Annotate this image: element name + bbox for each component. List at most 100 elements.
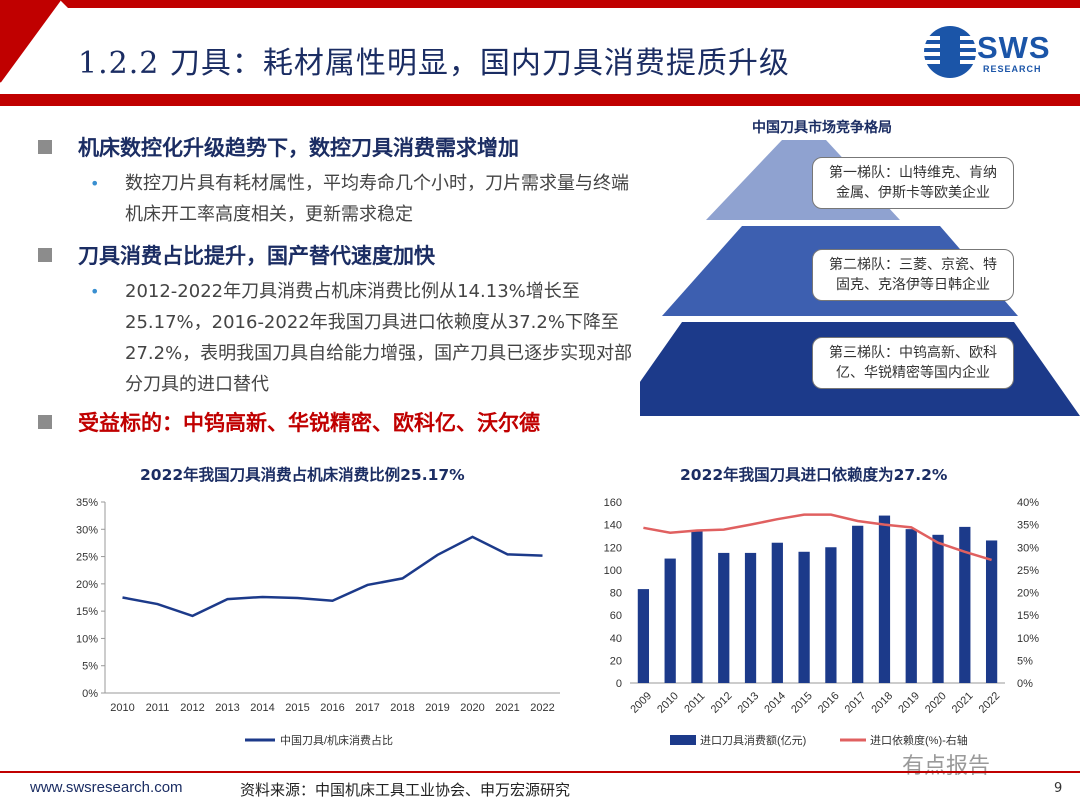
x-tick-label: 2020: [923, 690, 949, 716]
footer-divider: [0, 771, 1080, 773]
bullet-list: 机床数控化升级趋势下，数控刀具消费需求增加 • 数控刀片具有耗材属性，平均寿命几…: [38, 128, 638, 443]
sws-logo-icon: [924, 26, 976, 78]
chart-2-title: 2022年我国刀具进口依赖度为27.2%: [680, 466, 948, 484]
bullet-heading-1: 机床数控化升级趋势下，数控刀具消费需求增加: [38, 128, 638, 168]
y-left-tick-label: 160: [604, 497, 622, 509]
x-tick-label: 2019: [425, 702, 449, 714]
bullet-body-1: • 数控刀片具有耗材属性，平均寿命几个小时，刀片需求量与终端机床开工率高度相关，…: [38, 168, 638, 236]
y-right-tick-label: 35%: [1017, 520, 1039, 532]
bar: [637, 589, 650, 683]
series-line-import-dependency: [643, 513, 992, 562]
x-tick-label: 2015: [285, 702, 309, 714]
bar: [985, 540, 998, 683]
line-chart: 0% 5% 10% 15% 20% 25% 30% 35% 2010 2011 2012 2013 20…: [76, 497, 560, 747]
footer-source: 资料来源：中国机床工具工业协会、申万宏源研究: [240, 781, 571, 799]
dot-bullet-icon: •: [90, 174, 100, 193]
y-left-tick-label: 80: [610, 588, 622, 600]
y-left-tick-label: 140: [604, 520, 622, 532]
pyramid-tier-3-label: 第三梯队：中钨高新、欧科亿、华锐精密等国内企业: [812, 337, 1014, 389]
bullet-body-text: 2012-2022年刀具消费占机床消费比例从14.13%增长至25.17%，20…: [125, 281, 633, 395]
y-left-tick-label: 60: [610, 610, 622, 622]
bullet-heading-text: 受益标的：中钨高新、华锐精密、欧科亿、沃尔德: [78, 411, 540, 435]
legend-bar-swatch: [670, 735, 696, 745]
y-right-tick-label: 40%: [1017, 497, 1039, 509]
y-right-tick-label: 20%: [1017, 588, 1039, 600]
y-left-tick-label: 100: [604, 565, 622, 577]
footer-url[interactable]: www.swsresearch.com: [30, 779, 183, 796]
logo-subtext: RESEARCH: [983, 64, 1042, 74]
pyramid-tier-2-label: 第二梯队：三菱、京瓷、特固克、克洛伊等日韩企业: [812, 249, 1014, 301]
bar: [798, 551, 810, 683]
bar: [771, 542, 783, 683]
y-left-tick-label: 120: [604, 542, 622, 554]
x-tick-label: 2021: [495, 702, 519, 714]
y-tick-label: 30%: [76, 524, 98, 536]
x-tick-label: 2019: [896, 690, 922, 716]
y-right-tick-label: 0%: [1017, 678, 1033, 690]
pyramid-tier-1-label: 第一梯队：山特维克、肯纳金属、伊斯卡等欧美企业: [812, 157, 1014, 209]
x-tick-label: 2010: [655, 690, 681, 716]
y-tick-label: 20%: [76, 579, 98, 591]
series-line-tool-share: [122, 535, 543, 618]
x-tick-label: 2017: [843, 690, 869, 716]
y-left-tick-label: 40: [610, 633, 622, 645]
pyramid-title: 中国刀具市场竞争格局: [752, 120, 892, 136]
y-tick-label: 25%: [76, 552, 98, 564]
bar: [744, 552, 757, 683]
y-tick-label: 10%: [76, 633, 98, 645]
x-tick-label: 2011: [146, 702, 170, 714]
x-tick-label: 2018: [390, 702, 414, 714]
y-tick-label: 15%: [76, 606, 98, 618]
y-right-tick-label: 5%: [1017, 655, 1033, 667]
bullet-heading-3: 受益标的：中钨高新、华锐精密、欧科亿、沃尔德: [38, 403, 638, 443]
bar: [959, 526, 971, 683]
bullet-body-text: 数控刀片具有耗材属性，平均寿命几个小时，刀片需求量与终端机床开工率高度相关，更新…: [125, 173, 629, 225]
bar: [718, 552, 730, 683]
y-tick-label: 0%: [82, 688, 98, 700]
watermark-text: 有点报告: [902, 754, 991, 779]
y-left-tick-label: 0: [616, 678, 622, 690]
x-tick-label: 2022: [977, 690, 1003, 716]
y-right-tick-label: 15%: [1017, 610, 1039, 622]
bar: [932, 534, 944, 683]
square-bullet-icon: [38, 415, 52, 429]
x-tick-label: 2016: [320, 702, 344, 714]
legend-label-line: 进口依赖度(%)-右轴: [870, 733, 968, 747]
bullet-heading-2: 刀具消费占比提升，国产替代速度加快: [38, 236, 638, 276]
x-tick-label: 2017: [355, 702, 379, 714]
x-tick-label: 2015: [789, 690, 815, 716]
x-tick-label: 2012: [709, 690, 735, 716]
bar-line-chart: 0 20 40 60 80 100 120 140 160 0% 5% 10% 15% 20% 25% 30%…: [604, 497, 1040, 747]
chart-1-title: 2022年我国刀具消费占机床消费比例25.17%: [140, 466, 465, 484]
x-tick-label: 2022: [530, 702, 554, 714]
y-right-tick-label: 25%: [1017, 565, 1039, 577]
bullet-heading-text: 机床数控化升级趋势下，数控刀具消费需求增加: [78, 136, 519, 160]
x-tick-label: 2009: [628, 690, 654, 716]
x-tick-label: 2020: [460, 702, 484, 714]
page-title: 1.2.2 刀具：耗材属性明显，国内刀具消费提质升级: [78, 46, 790, 81]
bar: [691, 530, 703, 683]
y-left-tick-label: 20: [610, 655, 622, 667]
square-bullet-icon: [38, 140, 52, 154]
bar: [878, 515, 891, 683]
y-tick-label: 35%: [76, 497, 98, 509]
x-tick-label: 2013: [736, 690, 762, 716]
x-tick-label: 2012: [180, 702, 204, 714]
header-background: [0, 0, 1080, 106]
bullet-heading-text: 刀具消费占比提升，国产替代速度加快: [78, 244, 435, 268]
y-right-tick-label: 30%: [1017, 542, 1039, 554]
x-tick-label: 2016: [816, 690, 842, 716]
x-tick-label: 2013: [215, 702, 239, 714]
bar: [825, 547, 837, 683]
x-tick-label: 2018: [869, 690, 895, 716]
y-right-tick-label: 10%: [1017, 633, 1039, 645]
header-banner: [0, 0, 1080, 108]
bar: [905, 529, 917, 683]
y-tick-label: 5%: [82, 661, 98, 673]
x-tick-label: 2011: [682, 690, 707, 715]
dot-bullet-icon: •: [90, 282, 100, 301]
legend-label-bar: 进口刀具消费额(亿元): [700, 733, 806, 747]
x-tick-label: 2021: [950, 690, 976, 716]
page-number: 9: [1054, 781, 1063, 796]
bullet-body-2: • 2012-2022年刀具消费占机床消费比例从14.13%增长至25.17%，…: [38, 276, 638, 403]
